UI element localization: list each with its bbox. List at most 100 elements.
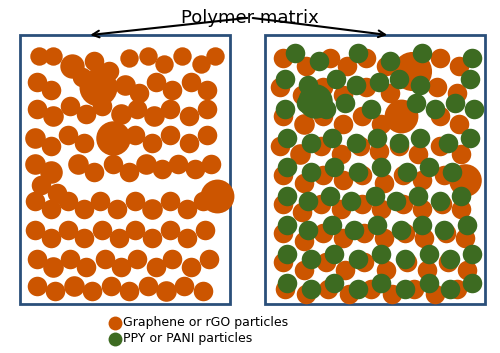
Point	[420, 235, 428, 241]
Point	[418, 206, 426, 212]
Point	[144, 53, 152, 58]
Point	[436, 198, 444, 204]
Point	[440, 227, 448, 233]
Point	[203, 132, 211, 138]
Point	[131, 132, 139, 138]
Point	[455, 64, 463, 69]
Point	[80, 206, 88, 212]
Point	[131, 227, 139, 233]
Point	[186, 265, 194, 270]
Point	[111, 320, 119, 326]
Point	[33, 257, 41, 262]
Point	[320, 114, 328, 119]
Point	[446, 286, 454, 291]
Point	[418, 177, 426, 183]
Point	[49, 53, 57, 58]
Point	[431, 106, 439, 111]
Point	[125, 169, 133, 175]
Point	[190, 167, 198, 172]
Point	[457, 206, 465, 212]
Point	[49, 114, 57, 119]
Point	[278, 114, 286, 119]
Point	[324, 286, 332, 291]
Point	[213, 193, 221, 199]
Point	[392, 198, 400, 204]
Point	[205, 257, 213, 262]
Point	[424, 164, 432, 169]
Point	[108, 135, 116, 140]
Point	[422, 267, 430, 273]
Point	[399, 172, 407, 178]
Point	[444, 140, 452, 146]
Point	[283, 135, 291, 140]
Point	[33, 106, 41, 111]
Point	[148, 235, 156, 241]
Bar	[20, 35, 230, 304]
Point	[304, 82, 312, 88]
Point	[470, 106, 478, 111]
Point	[468, 55, 476, 61]
Point	[373, 222, 381, 228]
Point	[166, 198, 174, 204]
Point	[326, 55, 334, 61]
Point	[380, 180, 388, 185]
Point	[336, 151, 344, 156]
Point	[90, 58, 98, 64]
Point	[168, 87, 176, 93]
Point	[199, 198, 207, 204]
Point	[416, 82, 424, 88]
Point	[397, 114, 405, 119]
Point	[182, 235, 190, 241]
Point	[203, 106, 211, 111]
Point	[380, 235, 388, 241]
Point	[300, 121, 308, 127]
Point	[320, 172, 328, 178]
Point	[373, 135, 381, 140]
Point	[468, 251, 476, 257]
Point	[386, 58, 394, 64]
Point	[121, 82, 129, 88]
Point	[339, 177, 347, 183]
Point	[278, 201, 286, 207]
Point	[70, 283, 78, 289]
Point	[371, 193, 379, 199]
Point	[31, 227, 39, 233]
Point	[166, 106, 174, 111]
Point	[464, 267, 471, 273]
Point	[283, 251, 291, 257]
Point	[184, 114, 192, 119]
Point	[98, 103, 106, 109]
Point	[278, 230, 286, 236]
Point	[178, 53, 186, 58]
Point	[64, 227, 72, 233]
Point	[300, 180, 308, 185]
Point	[134, 257, 141, 262]
Point	[158, 167, 166, 172]
Point	[88, 288, 96, 294]
Point	[276, 143, 284, 148]
Point	[358, 172, 366, 178]
Point	[330, 164, 338, 169]
Point	[47, 206, 55, 212]
Point	[442, 230, 450, 236]
Point	[397, 227, 405, 233]
Point	[448, 169, 456, 175]
Point	[330, 280, 338, 286]
Point	[131, 198, 139, 204]
Point	[424, 280, 432, 286]
Point	[300, 267, 308, 273]
Point	[115, 235, 123, 241]
Point	[336, 206, 344, 212]
Point	[125, 55, 133, 61]
Point	[401, 257, 409, 262]
Point	[436, 55, 444, 61]
Point	[350, 227, 358, 233]
Point	[283, 164, 291, 169]
Point	[201, 227, 209, 233]
Point	[306, 257, 314, 262]
Point	[354, 50, 362, 56]
Point	[113, 206, 121, 212]
Point	[354, 257, 362, 262]
Point	[306, 286, 314, 291]
Point	[276, 84, 284, 90]
